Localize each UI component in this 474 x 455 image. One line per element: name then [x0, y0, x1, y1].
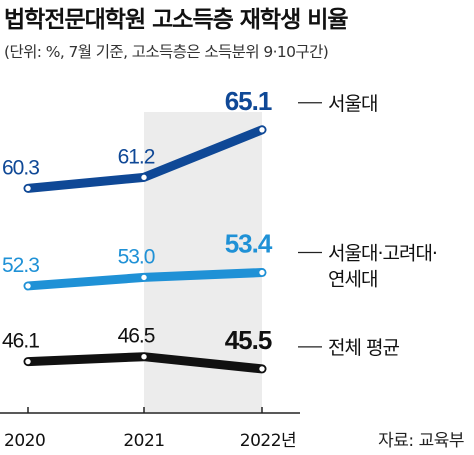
data-label: 45.5 — [225, 325, 272, 355]
data-label: 46.5 — [118, 325, 155, 348]
data-point — [24, 282, 32, 290]
legend-label: 전체 평균 — [328, 337, 399, 359]
data-point — [258, 126, 266, 134]
data-label: 52.3 — [2, 254, 39, 277]
data-point — [24, 184, 32, 193]
data-label: 46.1 — [2, 330, 39, 353]
data-point — [258, 268, 266, 277]
legend-label: 연세대 — [328, 269, 377, 291]
x-tick-label: 2021 — [123, 431, 164, 451]
legend-label: 서울대·고려대· — [328, 243, 437, 265]
chart-title: 법학전문대학원 고소득층 재학생 비율 — [4, 7, 349, 33]
data-point — [258, 365, 266, 373]
x-tick-label: 2022년 — [240, 431, 296, 451]
source-note: 자료: 교육부 — [378, 431, 464, 451]
chart-subtitle: (단위: %, 7월 기준, 고소득층은 소득분위 9·10구간) — [4, 43, 329, 61]
data-point — [140, 353, 148, 361]
data-label: 53.4 — [225, 229, 273, 259]
data-label: 53.0 — [118, 245, 155, 268]
data-point — [140, 273, 148, 282]
data-point — [140, 173, 148, 182]
data-label: 60.3 — [2, 156, 39, 179]
legend-label: 서울대 — [328, 93, 377, 115]
data-label: 61.2 — [118, 145, 155, 168]
x-tick-label: 2020 — [4, 431, 45, 451]
data-point — [24, 357, 32, 366]
data-label: 65.1 — [225, 86, 272, 116]
